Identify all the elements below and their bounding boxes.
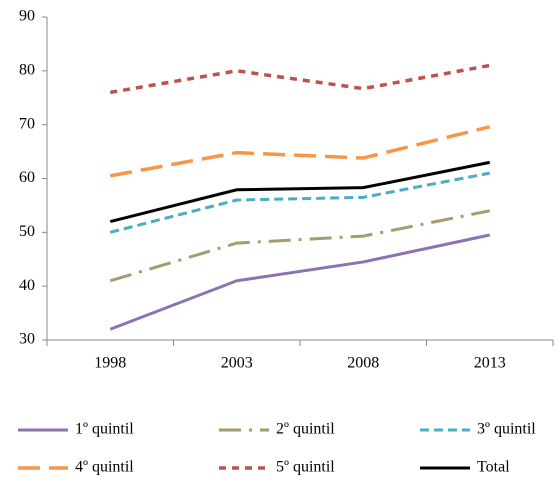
y-tick-label: 30	[19, 331, 35, 348]
legend-label: 1º quintil	[75, 421, 134, 438]
y-tick-label: 50	[19, 223, 35, 240]
legend-label: 2º quintil	[276, 421, 335, 438]
x-tick-label: 2008	[347, 355, 379, 372]
x-tick-label: 2013	[474, 355, 506, 372]
legend-label: 3º quintil	[477, 421, 536, 438]
y-tick-label: 90	[19, 8, 35, 25]
series-line	[109, 209, 491, 283]
series-line	[109, 125, 491, 178]
series-line	[109, 63, 491, 95]
y-tick-label: 40	[19, 277, 35, 294]
x-tick-label: 2003	[221, 355, 253, 372]
y-tick-label: 70	[19, 115, 35, 132]
legend-label: 5º quintil	[276, 459, 335, 476]
series-line	[109, 160, 491, 224]
legend-label: Total	[477, 459, 510, 476]
x-tick-label: 1998	[94, 355, 126, 372]
y-tick-label: 60	[19, 169, 35, 186]
series-line	[109, 233, 491, 331]
legend-label: 4º quintil	[75, 459, 134, 476]
y-tick-label: 80	[19, 62, 35, 79]
